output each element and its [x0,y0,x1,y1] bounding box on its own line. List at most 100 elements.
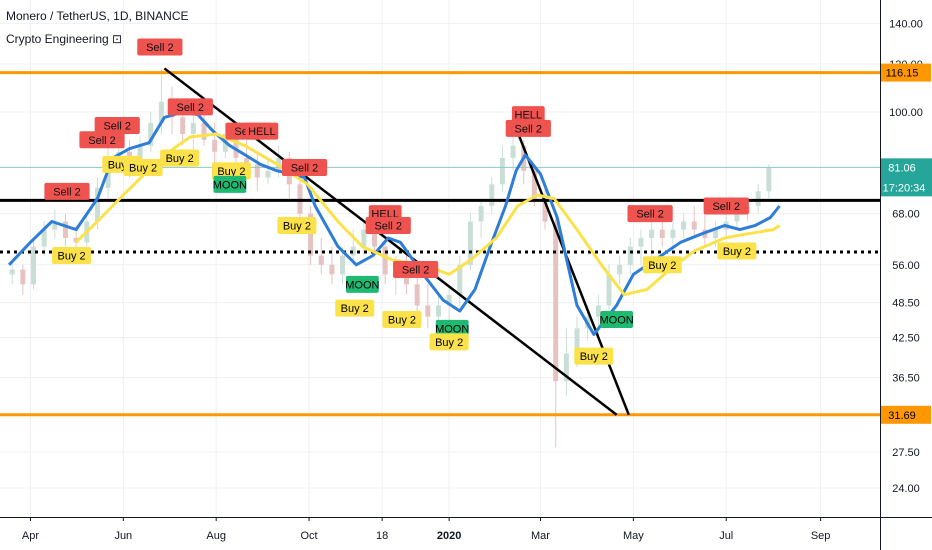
signal-label-buy: Buy 2 [642,256,682,274]
signal-label-box [79,131,125,149]
candle-body [265,170,271,178]
price-tick-label: 100.00 [889,107,923,119]
candle-body [244,157,250,165]
signal-label-box [44,182,90,200]
bar-countdown: 17:20:34 [883,182,926,194]
candle-body [9,269,15,275]
candle-body [340,255,346,275]
signal-label-box [429,333,469,351]
signal-label-text: Sell 2 [515,123,543,135]
candle-body [467,221,473,265]
signal-label-text: Buy 2 [217,166,245,178]
signal-label-box [94,117,140,135]
signal-label-buy: Buy 2 [382,310,422,328]
signal-label-box [642,256,682,274]
candle-body [489,184,495,207]
level-price-tag-text: 116.15 [886,68,919,80]
time-tick-label: Jun [114,530,132,542]
price-tick-label: 27.50 [892,447,920,459]
price-tick-label: 42.50 [892,332,920,344]
candle-body [73,237,79,243]
candle-body [499,157,505,185]
candle-body [755,191,761,207]
candle-body [318,255,324,265]
signal-label-box [213,175,247,193]
candle-body [670,229,676,238]
signal-label-box [167,98,213,116]
candle-body [446,294,452,306]
candle-body [190,122,196,135]
signal-label-box [703,197,749,215]
time-tick-label: 18 [376,530,388,542]
signal-label-text: MOON [345,279,379,291]
signal-label-moon: MOON [345,275,380,293]
time-tick-label: Apr [22,530,39,542]
candle-body [766,167,772,192]
signal-label-buy: Buy 2 [211,162,251,180]
candle-body [148,122,154,146]
candle-body [531,170,537,199]
signal-label-box [277,217,317,235]
signal-label-moon: MOON [213,175,247,193]
candle-body [30,246,36,285]
signal-label-text: Buy 2 [580,351,608,363]
candle-body [435,305,441,317]
candle-body [638,237,644,247]
price-tick-label: 140.00 [889,18,923,30]
candle-body [372,229,378,247]
signal-label-buy: Buy 2 [123,159,163,177]
signal-label-box [435,319,469,337]
signal-label-box [717,242,757,260]
indicator-name[interactable]: Crypto Engineering ⊡ [6,32,123,46]
signal-label-text: Sell 2 [146,42,174,54]
time-tick-label: Aug [206,530,226,542]
signal-label-text: HELL [248,126,276,138]
signal-label-box [335,299,375,317]
signal-label-box [511,106,545,124]
signal-label-box [281,159,328,177]
price-tick-label: 24.00 [892,483,920,495]
signal-label-text: MOON [435,323,469,335]
candle-body [233,134,239,158]
time-tick-label: May [623,530,644,542]
signal-label-sell: Sell 2 [393,261,439,279]
signal-label-text: Sell 2 [374,221,402,233]
candle-body [457,264,463,295]
signal-label-sell: Sell 2 [703,197,749,215]
time-tick-label: 2020 [437,530,461,542]
price-tick-label: 36.50 [892,373,920,385]
price-tick-label: 56.00 [892,260,920,272]
signal-label-sell: Sell 2 [627,205,673,223]
signal-label-sell: Sell 2 [281,159,328,177]
signal-label-sell: HELL [245,122,279,140]
candle-body [41,229,47,247]
last-price-tag [881,158,932,197]
candle-body [425,305,431,317]
signal-label-buy: Buy 2 [160,149,200,167]
signal-label-text: Buy 2 [57,251,85,263]
signal-label-box [627,205,673,223]
signal-label-sell: Sell 2 [79,131,125,149]
signal-label-box [137,38,183,56]
signal-label-text: Buy 2 [388,314,416,326]
signal-label-buy: Buy 2 [335,299,375,317]
candle-body [627,246,633,265]
time-tick-label: Jul [719,530,733,542]
candle-body [361,229,367,247]
signal-label-box [160,149,200,167]
plot-area: Sell 2 Sell 2 Sell 2 Sell 2 Sell 2 Sell 2 HELL… [0,0,880,517]
candle-body [137,145,143,165]
candle-body [62,221,68,238]
price-tick-label: 68.00 [892,209,920,221]
signal-label-text: Buy 2 [166,153,194,165]
signal-label-buy: Buy 2 [52,247,92,265]
trendline [514,127,630,416]
candle-body [329,264,335,275]
candle-body [542,198,548,222]
signal-label-text: Sell 2 [291,163,319,175]
candle-body [563,353,569,382]
candle-body [20,269,26,285]
candle-body [180,117,186,135]
time-tick-label: Sep [811,530,831,542]
